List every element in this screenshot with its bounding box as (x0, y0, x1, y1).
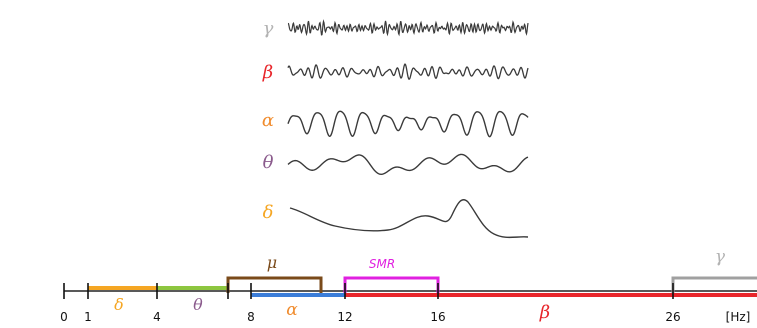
band-label-smr: SMR (369, 257, 395, 271)
wave-trace-beta (287, 63, 529, 81)
wave-label-gamma: γ (263, 18, 274, 39)
band-bar-beta (345, 293, 757, 297)
wave-trace-gamma (287, 19, 529, 37)
axis-unit-label: [Hz] (726, 310, 751, 324)
band-label-mu: μ (267, 253, 277, 272)
band-label-gamma: γ (715, 247, 726, 267)
band-bar-theta (157, 286, 228, 290)
tick-label-26: 26 (665, 310, 680, 324)
tick-label-12: 12 (337, 310, 352, 324)
wave-trace-delta (289, 198, 529, 239)
tick-label-8: 8 (247, 310, 255, 324)
tick-label-1: 1 (84, 310, 92, 324)
tick-label-4: 4 (153, 310, 161, 324)
band-label-theta: θ (193, 295, 203, 314)
band-bar-delta (88, 286, 157, 290)
wave-label-delta: δ (263, 202, 274, 223)
band-label-beta: β (539, 302, 550, 323)
band-bar-alpha (251, 293, 345, 297)
tick-label-0: 0 (60, 310, 68, 324)
band-label-alpha: α (286, 300, 298, 320)
wave-trace-theta (287, 153, 529, 175)
axis-ticks (63, 283, 674, 299)
wave-label-beta: β (262, 62, 273, 83)
wave-trace-alpha (287, 110, 529, 138)
wave-label-alpha: α (262, 110, 274, 131)
wave-label-theta: θ (263, 152, 274, 173)
band-label-delta: δ (114, 295, 124, 314)
tick-label-16: 16 (430, 310, 445, 324)
